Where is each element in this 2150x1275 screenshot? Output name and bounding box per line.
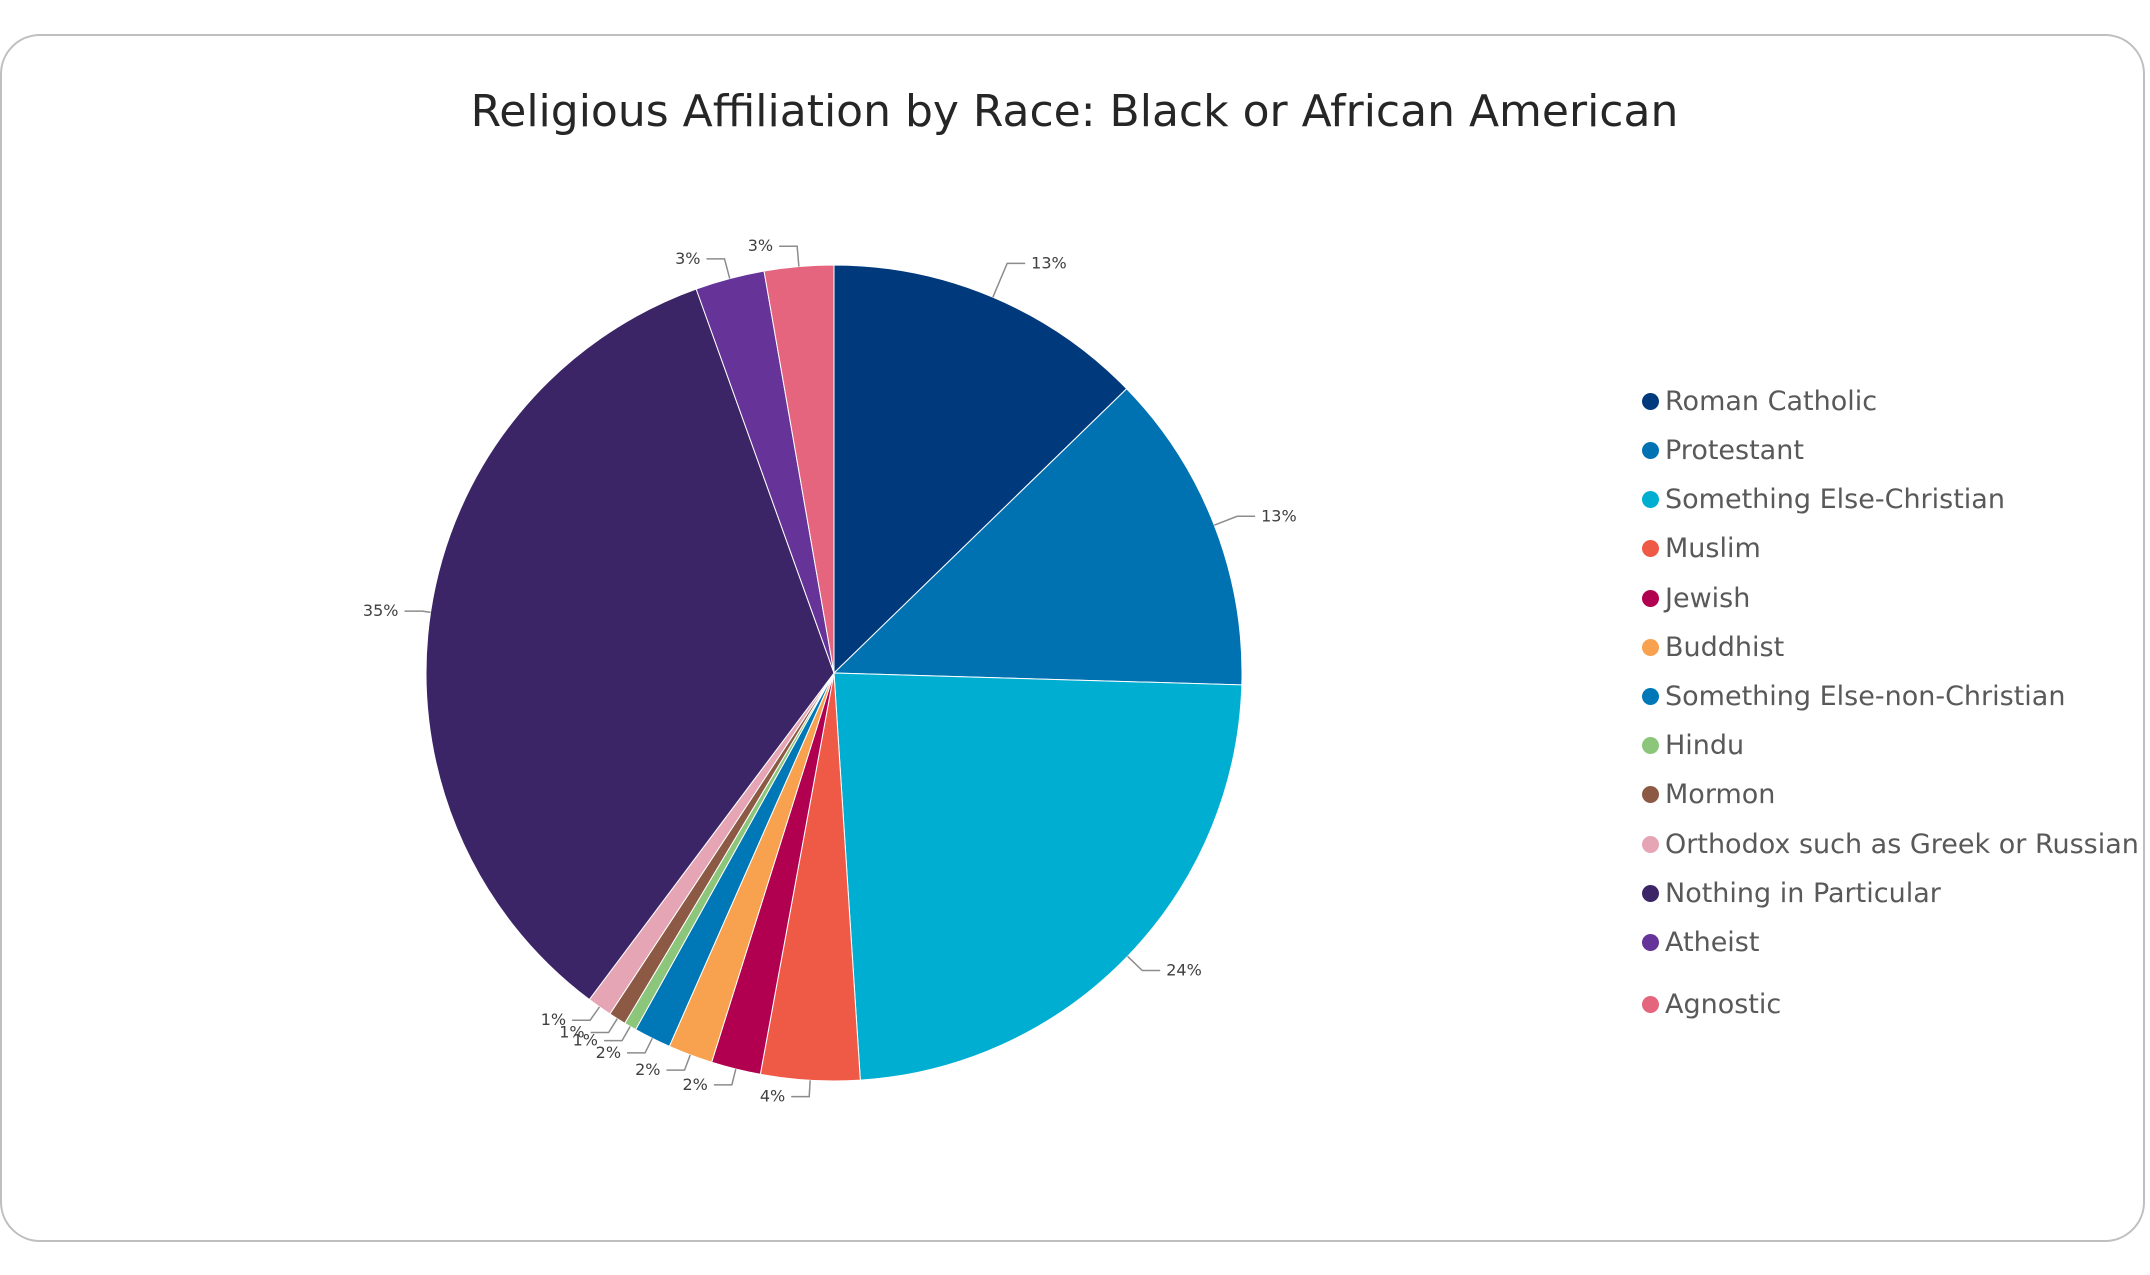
legend-item: Something Else-non-Christian [1642,676,2065,716]
leader-line [1214,515,1256,526]
data-label: 24% [1166,961,1202,980]
legend-item: Nothing in Particular [1642,873,1941,913]
legend-swatch [1642,884,1659,902]
legend-label: Orthodox such as Greek or Russian [1665,828,2139,860]
legend-label: Atheist [1665,926,1760,958]
chart-card: Religious Affiliation by Race: Black or … [0,34,2145,1242]
data-labels: 13%13%24%4%2%2%2%1%1%1%35%3%3% [363,236,1297,1105]
legend-item: Mormon [1642,774,1775,814]
data-label: 3% [675,249,700,268]
data-label: 35% [363,601,399,620]
legend-item: Muslim [1642,528,1761,568]
leader-line [590,1018,618,1034]
data-label: 13% [1261,506,1297,525]
legend-swatch [1642,995,1659,1013]
leader-line [706,258,731,279]
legend-swatch [1642,933,1659,951]
pie-slice-agnostic [763,264,835,674]
data-label: 13% [1031,253,1067,272]
data-label: 1% [541,1010,566,1029]
leader-line [713,1068,737,1086]
data-label: 2% [596,1043,621,1062]
legend-item: Something Else-Christian [1642,479,2005,519]
pie-chart: 13%13%24%4%2%2%2%1%1%1%35%3%3% [363,236,1297,1105]
legend-item: Jewish [1642,578,1750,618]
leader-line [1127,955,1161,972]
legend-label: Something Else-non-Christian [1665,680,2066,712]
leader-line [992,262,1026,298]
data-label: 2% [682,1075,707,1094]
leader-lines [404,245,1256,1098]
legend-label: Protestant [1665,434,1804,466]
leader-line [791,1080,811,1098]
leader-line [604,1026,631,1042]
data-label: 1% [573,1031,598,1050]
pie-slice-nothing-in-particular [425,288,835,1001]
legend-item: Hindu [1642,725,1744,765]
legend-swatch [1642,687,1659,705]
legend-label: Roman Catholic [1665,385,1878,417]
legend-swatch [1642,785,1659,803]
legend-swatch [1642,392,1659,410]
legend-label: Hindu [1665,729,1745,761]
legend-item: Buddhist [1642,627,1784,667]
legend-label: Jewish [1665,582,1751,614]
data-label: 1% [559,1023,584,1042]
pie-slice-something-else-christian [833,672,1243,1081]
legend-swatch [1642,490,1659,508]
legend-swatch [1642,539,1659,557]
legend-label: Mormon [1665,778,1776,810]
legend-swatch [1642,638,1659,656]
legend-item: Agnostic [1642,984,1781,1024]
legend-label: Nothing in Particular [1665,877,1941,909]
legend-swatch [1642,736,1659,754]
leader-line [666,1054,691,1071]
data-label: 2% [635,1060,660,1079]
leader-line [627,1037,653,1054]
legend-swatch [1642,835,1659,853]
legend-swatch [1642,589,1659,607]
pie-slices [425,264,1243,1082]
chart-title: Religious Affiliation by Race: Black or … [470,86,1679,137]
leader-line [404,610,431,614]
legend-label: Muslim [1665,532,1761,564]
legend-label: Agnostic [1665,988,1782,1020]
legend-item: Protestant [1642,430,1804,470]
leader-line [779,245,800,267]
legend-item: Roman Catholic [1642,381,1877,421]
legend-item: Orthodox such as Greek or Russian [1642,824,2139,864]
data-label: 3% [748,236,773,255]
leader-line [572,1006,601,1021]
legend-label: Something Else-Christian [1665,483,2005,515]
legend-label: Buddhist [1665,631,1785,663]
legend-swatch [1642,441,1659,459]
legend-item: Atheist [1642,922,1759,962]
data-label: 4% [760,1087,785,1106]
